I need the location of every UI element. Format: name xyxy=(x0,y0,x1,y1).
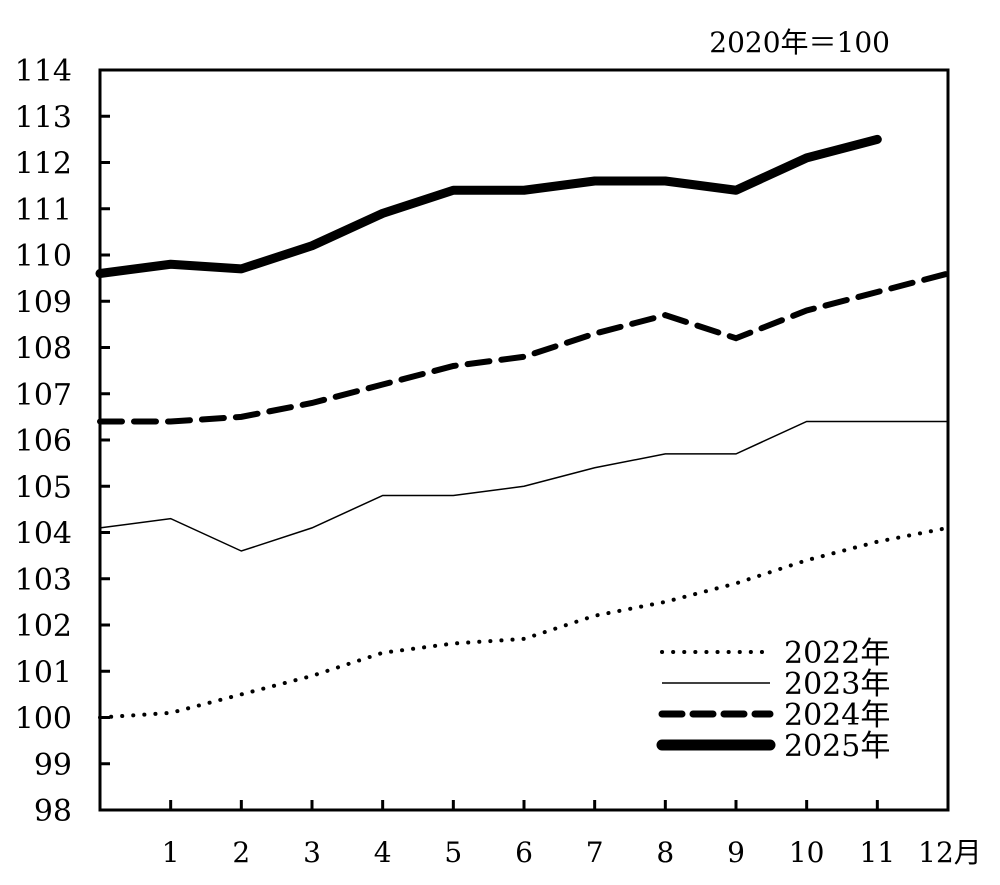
y-tick-label: 110 xyxy=(15,239,72,274)
x-tick-label: 12月 xyxy=(918,836,982,869)
x-tick-label: 5 xyxy=(444,836,462,869)
legend-label: 2025年 xyxy=(784,729,890,764)
y-tick-label: 112 xyxy=(15,147,72,182)
legend-label: 2024年 xyxy=(784,698,890,733)
unit-note: 2020年＝100 xyxy=(709,26,890,59)
y-tick-label: 100 xyxy=(15,702,72,737)
series-line-2024 xyxy=(97,270,951,425)
y-tick-label: 113 xyxy=(15,100,72,135)
y-tick-label: 107 xyxy=(15,378,72,413)
y-tick-label: 102 xyxy=(15,609,72,644)
y-tick-label: 105 xyxy=(15,470,72,505)
x-tick-label: 7 xyxy=(586,836,604,869)
x-tick-label: 3 xyxy=(303,836,321,869)
x-tick-label: 10 xyxy=(789,836,825,869)
x-tick-label: 4 xyxy=(374,836,392,869)
y-tick-label: 114 xyxy=(15,54,72,89)
y-tick-label: 111 xyxy=(15,193,72,228)
y-tick-label: 104 xyxy=(15,517,72,552)
legend-label: 2023年 xyxy=(784,667,890,702)
y-tick-label: 99 xyxy=(34,748,72,783)
x-tick-label: 8 xyxy=(656,836,674,869)
y-tick-label: 101 xyxy=(15,655,72,690)
series-line-2023 xyxy=(99,420,948,552)
y-tick-label: 103 xyxy=(15,563,72,598)
y-tick-label: 109 xyxy=(15,285,72,320)
series-line-2022 xyxy=(98,525,950,720)
x-tick-label: 2 xyxy=(232,836,250,869)
series-line-2025 xyxy=(95,134,882,278)
x-tick-label: 1 xyxy=(162,836,180,869)
x-tick-label: 6 xyxy=(515,836,533,869)
legend-label: 2022年 xyxy=(784,636,890,671)
y-tick-label: 108 xyxy=(15,332,72,367)
x-tick-label: 9 xyxy=(727,836,745,869)
x-tick-label: 11 xyxy=(860,836,896,869)
y-tick-label: 98 xyxy=(34,794,72,829)
y-tick-label: 106 xyxy=(15,424,72,459)
